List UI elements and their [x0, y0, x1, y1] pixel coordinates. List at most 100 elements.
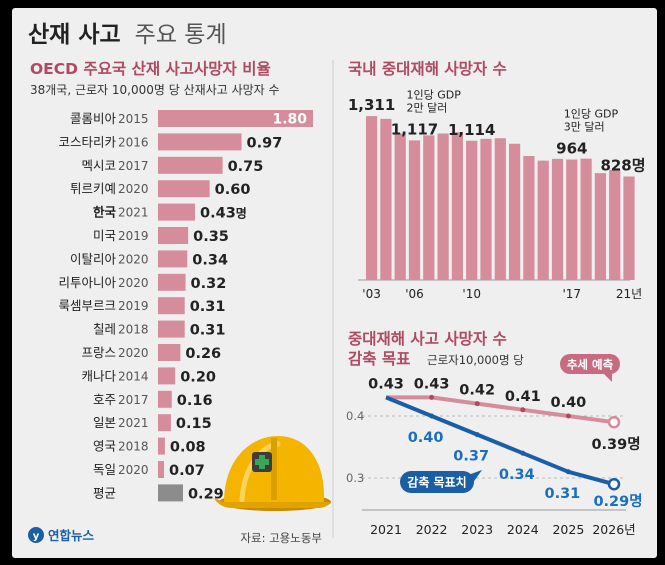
- target-line: [385, 395, 615, 487]
- domestic-bar: [551, 158, 564, 280]
- oecd-bar: [158, 180, 210, 198]
- oecd-country-label: 칠레: [93, 322, 116, 337]
- domestic-bar: [480, 138, 492, 280]
- oecd-year-label: 2015: [118, 112, 149, 126]
- target-legend-box: [400, 471, 474, 493]
- oecd-bar: [158, 250, 188, 268]
- target-value-label: 0.29명: [593, 492, 642, 510]
- oecd-country-label: 호주: [93, 392, 116, 407]
- source-text: 자료: 고용노동부: [240, 531, 322, 545]
- domestic-annotation-text: 3만 달러: [564, 121, 605, 134]
- yonhap-logo-text: 연합뉴스: [48, 528, 95, 543]
- domestic-bar: [537, 160, 549, 280]
- oecd-year-label: 2020: [118, 346, 149, 360]
- domestic-xtick-label: 21년: [616, 287, 642, 301]
- domestic-bar: [609, 169, 621, 280]
- oecd-country-label: 독일: [93, 462, 116, 477]
- trend-point: [474, 401, 480, 407]
- oecd-bar: [158, 297, 185, 315]
- domestic-bar: [394, 133, 406, 280]
- target-lines: 0.4 0.3 2021 2022 2023 2024 2025 2026년 0.43 0.43 0…: [346, 354, 643, 537]
- oecd-year-label: 2020: [118, 276, 149, 290]
- oecd-country-label: 리투아니아: [58, 275, 116, 290]
- trend-value-label: 0.39명: [591, 435, 640, 453]
- oecd-value-unit: 명: [236, 207, 247, 221]
- oecd-value-label: 0.97: [247, 135, 283, 151]
- oecd-value-label: 0.43명: [200, 206, 247, 222]
- oecd-year-label: 2017: [118, 393, 149, 407]
- domestic-bar: [408, 140, 421, 280]
- domestic-bar: [580, 158, 592, 280]
- oecd-bar: [158, 227, 189, 244]
- target-value-label: 0.37: [453, 449, 489, 465]
- infographic-card: 산재 사고 주요 통계 OECD 주요국 산재 사고사망자 비율 38개국, 근…: [12, 8, 657, 558]
- oecd-bar: [158, 203, 196, 221]
- target-xtick-label: 2021: [370, 522, 402, 537]
- target-point: [474, 432, 480, 438]
- domestic-annotation-text: 2만 달러: [407, 101, 448, 114]
- target-chart-title-line2: 감축 목표: [348, 349, 410, 368]
- main-title: 산재 사고 주요 통계: [28, 22, 227, 48]
- target-xtick-label: 2026년: [592, 522, 635, 537]
- oecd-value-label: 0.34: [192, 252, 228, 268]
- trend-value-label: 0.41: [505, 389, 541, 405]
- oecd-chart: OECD 주요국 산재 사고사망자 비율 38개국, 근로자 10,000명 당…: [30, 60, 313, 502]
- oecd-bar: [158, 273, 186, 291]
- trend-legend-label: 추세 예측: [567, 358, 614, 372]
- trend-value-label: 0.43: [414, 376, 450, 392]
- oecd-bar: [158, 461, 165, 478]
- target-xtick-label: 2022: [416, 522, 448, 537]
- domestic-value-label: 964: [556, 140, 587, 158]
- yonhap-logo: y 연합뉴스: [28, 527, 95, 543]
- trend-legend-box: [560, 354, 620, 374]
- oecd-year-label: 2019: [118, 229, 149, 243]
- oecd-bar: [158, 437, 165, 455]
- target-ytick-label: 0.4: [346, 409, 364, 423]
- oecd-value-label: 0.08: [170, 440, 206, 456]
- oecd-bar: [158, 390, 172, 408]
- domestic-value-label: 1,114: [448, 121, 495, 139]
- domestic-bars: '03 '06 '10 '17 21년 1,311 1,117 1,114 964 828명 1인당…: [348, 88, 646, 301]
- oecd-country-label: 평균: [93, 485, 116, 500]
- domestic-bar: [451, 132, 463, 280]
- oecd-country-label: 캐나다: [81, 368, 116, 383]
- oecd-year-label: 2014: [118, 369, 149, 383]
- oecd-chart-title: OECD 주요국 산재 사고사망자 비율: [30, 60, 271, 78]
- target-point: [607, 477, 621, 491]
- oecd-bar: [158, 110, 313, 127]
- domestic-value-label: 1,117: [391, 120, 438, 138]
- yonhap-logo-icon: [28, 527, 44, 543]
- oecd-year-label: 2020: [118, 252, 149, 266]
- oecd-value-label: 0.26: [185, 346, 221, 362]
- domestic-bar: [437, 133, 449, 280]
- oecd-bar: [158, 414, 171, 432]
- main-title-light: 주요 통계: [135, 22, 227, 48]
- target-value-label: 0.34: [499, 467, 535, 483]
- trend-point: [565, 413, 571, 419]
- trend-legend-pointer: [604, 374, 612, 382]
- oecd-country-label: 콜롬비아: [70, 111, 117, 126]
- yonhap-logo-letter: y: [33, 531, 40, 542]
- domestic-bar: [366, 116, 378, 280]
- oecd-value-label: 0.60: [215, 182, 251, 198]
- domestic-annotation-text: 1인당 GDP: [407, 88, 462, 101]
- domestic-bar: [466, 140, 478, 280]
- trend-value-label: 0.42: [459, 383, 495, 399]
- domestic-bar: [509, 143, 521, 280]
- oecd-value-label: 0.31: [190, 299, 226, 315]
- oecd-year-label: 2016: [118, 135, 149, 149]
- oecd-year-label: 2021: [118, 206, 149, 220]
- oecd-value-label: 1.80: [272, 112, 307, 128]
- oecd-country-label: 일본: [93, 415, 116, 430]
- domestic-value-label: 1,311: [348, 96, 395, 114]
- target-chart: 중대재해 사고 사망자 수 감축 목표 근로자10,000명 당 0.4 0.3 2…: [346, 330, 643, 537]
- oecd-country-label: 한국: [93, 205, 117, 220]
- oecd-country-label: 영국: [93, 439, 116, 454]
- oecd-bar: [158, 367, 176, 385]
- domestic-xtick-label: '06: [405, 287, 424, 301]
- target-point: [429, 413, 435, 419]
- domestic-bar: [380, 118, 392, 280]
- trend-value-label: 0.43: [368, 376, 404, 392]
